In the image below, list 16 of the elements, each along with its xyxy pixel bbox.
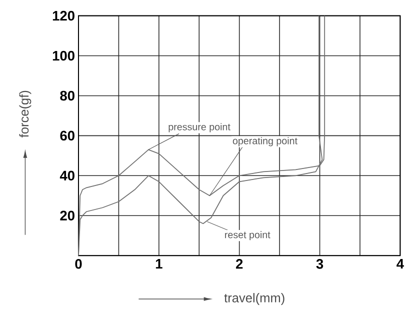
y-tick-label: 120: [52, 11, 74, 21]
annotation: operating point: [232, 137, 298, 146]
y-tick-label: 20: [60, 210, 74, 221]
x-tick-label: 4: [396, 259, 404, 269]
x-tick-label: 2: [236, 259, 243, 269]
x-axis-title: travel(mm): [224, 293, 284, 306]
y-tick-label: 100: [52, 50, 74, 61]
y-axis-title: force(gf): [19, 90, 32, 138]
y-tick-label: 60: [60, 130, 74, 141]
annotation: pressure point: [168, 123, 230, 132]
y-tick-label: 80: [60, 90, 74, 101]
x-tick-label: 3: [316, 259, 324, 269]
annotation: reset point: [225, 231, 270, 240]
x-tick-label: 1: [156, 259, 162, 269]
y-tick-label: 40: [60, 170, 74, 181]
x-tick-label: 0: [75, 259, 82, 269]
